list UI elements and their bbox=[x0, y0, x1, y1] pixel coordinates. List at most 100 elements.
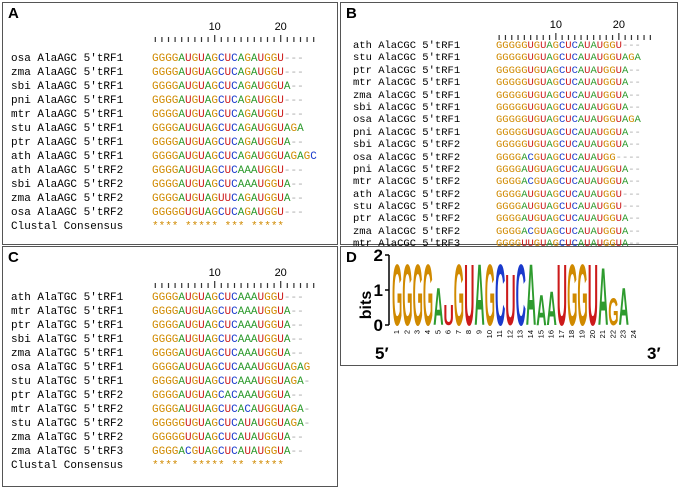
ruler-tick-label: 10 bbox=[209, 21, 221, 33]
position-label: 14 bbox=[526, 330, 535, 338]
sequence-name: ath AlaTGC 5'tRF1 bbox=[11, 292, 124, 304]
position-label: 24 bbox=[629, 330, 638, 338]
alignment-row: mtr AlaCGC 5'tRF3 GGGGUUGUAGCUCAUAUGGUA-- bbox=[353, 238, 641, 250]
sequence-name: ath AlaAGC 5'tRF2 bbox=[11, 165, 124, 177]
ruler-tick-label: 20 bbox=[275, 21, 287, 33]
alignment-row: zma AlaTGC 5'tRF1 GGGGAUGUAGCUCAAAUGGUA-- bbox=[11, 347, 310, 361]
alignment-row: stu AlaAGC 5'tRF1 GGGGAUGUAGCUCAGAUGGUAGA bbox=[11, 122, 317, 136]
sequence-residues: GGGGAUGUAGCUCAUAUGGU--- bbox=[496, 188, 641, 201]
alignment-row: ath AlaAGC 5'tRF2 GGGGAUGUAGCUCAAAUGGU--- bbox=[11, 164, 317, 178]
sequence-name: mtr AlaCGC 5'tRF2 bbox=[353, 176, 461, 189]
alignment-row: ath AlaCGC 5'tRF1 GGGGGUGUAGCUCAUAUGGU--- bbox=[353, 40, 641, 52]
sequence-residues: GGGGACGUAGCUCAUAUGGUA-- bbox=[496, 176, 641, 189]
sequence-residues: GGGGAUGUAGCUCAGAUGGUAGA bbox=[152, 123, 304, 135]
position-label: 17 bbox=[557, 330, 566, 338]
sequence-name: osa AlaCGC 5'tRF2 bbox=[353, 151, 461, 164]
panel-label: B bbox=[346, 5, 357, 22]
sequence-residues: GGGGGUGUAGCUCAUAUGGUA-- bbox=[152, 432, 304, 444]
sequence-residues: GGGGUUGUAGCUCAUAUGGUA-- bbox=[496, 238, 641, 251]
position-label: 13 bbox=[516, 330, 525, 338]
sequence-name: zma AlaTGC 5'tRF1 bbox=[11, 348, 124, 360]
alignment-row: stu AlaCGC 5'tRF1 GGGGGUGUAGCUCAUAUGGUAGA bbox=[353, 52, 641, 64]
sequence-name: zma AlaCGC 5'tRF1 bbox=[353, 89, 461, 102]
alignment-row: mtr AlaCGC 5'tRF1 GGGGGUGUAGCUCAUAUGGUA-- bbox=[353, 77, 641, 89]
alignment-row: zma AlaTGC 5'tRF2 GGGGGUGUAGCUCAUAUGGUA-- bbox=[11, 431, 310, 445]
sequence-name: stu AlaAGC 5'tRF1 bbox=[11, 123, 124, 135]
alignment-row: zma AlaCGC 5'tRF2 GGGGACGUAGCUCAUAUGGUA-- bbox=[353, 226, 641, 238]
sequence-name: sbi AlaTGC 5'tRF1 bbox=[11, 334, 124, 346]
sequence-residues: GGGGACGUAGCUCAUAUGGUA-- bbox=[496, 225, 641, 238]
sequence-name: osa AlaTGC 5'tRF1 bbox=[11, 362, 124, 374]
panel-label: C bbox=[8, 249, 19, 266]
position-label: 3 bbox=[413, 330, 422, 334]
sequence-residues: GGGGAUGUAGCUCAAAUGGU--- bbox=[152, 165, 304, 177]
position-label: 9 bbox=[475, 330, 484, 334]
logo-letter: U bbox=[464, 248, 474, 344]
ruler-tick-label: 10 bbox=[209, 267, 221, 279]
alignment-row: stu AlaTGC 5'tRF2 GGGGGUGUAGCUCAUAUGGUAGA… bbox=[11, 417, 310, 431]
sequence-residues: GGGGAUGUAGCUCAAAUGGU--- bbox=[152, 292, 304, 304]
logo-letter: U bbox=[588, 248, 598, 344]
position-label: 10 bbox=[485, 330, 494, 338]
position-label: 7 bbox=[454, 330, 463, 334]
panel-b: B 10 20 ath AlaCGC 5'tRF1 GGGGGUGUAGCUCAUA… bbox=[340, 2, 678, 263]
alignment-row: sbi AlaAGC 5'tRF2 GGGGAUGUAGCUCAAAUGGUA-- bbox=[11, 178, 317, 192]
sequence-residues: GGGGGUGUAGCUCAUAUGGUAGA bbox=[496, 114, 641, 127]
position-label: 8 bbox=[464, 330, 473, 334]
alignment-row: mtr AlaAGC 5'tRF1 GGGGAUGUAGCUCAGAUGGU--- bbox=[11, 108, 317, 122]
sequence-residues: GGGGAUGUAGCUCAAAUGGUA-- bbox=[152, 320, 304, 332]
sequence-name: zma AlaTGC 5'tRF3 bbox=[11, 446, 124, 458]
sequence-residues: GGGGAUGUAGCUCAGAUGGU--- bbox=[152, 95, 304, 107]
logo-letter: U bbox=[505, 261, 515, 341]
sequence-residues: GGGGGUGUAGCUCAUAUGGUA-- bbox=[496, 126, 641, 139]
sequence-residues: GGGGGUGUAGCUCAUAUGGUA-- bbox=[496, 77, 641, 90]
sequence-residues: GGGGACGUAGCUCAUAUGG---- bbox=[496, 151, 641, 164]
sequence-residues: GGGGAUGUAGCUCAAAUGGUA-- bbox=[152, 348, 304, 360]
ruler-tick-label: 20 bbox=[613, 19, 625, 31]
sequence-name: sbi AlaCGC 5'tRF1 bbox=[353, 101, 461, 114]
sequence-residues: GGGGAUGUAGCUCAGAUGGU--- bbox=[152, 53, 304, 65]
alignment-row: zma AlaAGC 5'tRF1 GGGGAUGUAGCUCAGAUGGU--- bbox=[11, 66, 317, 80]
alignment-row: stu AlaTGC 5'tRF1 GGGGAUGUAGCUCAAAUGGUAGA… bbox=[11, 375, 310, 389]
sequence-name: mtr AlaTGC 5'tRF2 bbox=[11, 404, 124, 416]
alignment-row: osa AlaAGC 5'tRF2 GGGGGUGUAGCUCAGAUGGU--- bbox=[11, 206, 317, 220]
logo-letter: A bbox=[536, 286, 546, 334]
alignment-row: osa AlaCGC 5'tRF1 GGGGGUGUAGCUCAUAUGGUAGA bbox=[353, 114, 641, 126]
alignment-row: osa AlaAGC 5'tRF1 GGGGAUGUAGCUCAGAUGGU--- bbox=[11, 52, 317, 66]
position-label: 16 bbox=[547, 330, 556, 338]
alignment-row: sbi AlaTGC 5'tRF1 GGGGAUGUAGCUCAAAUGGUA-- bbox=[11, 333, 310, 347]
consensus-row: Clustal Consensus **** ***** ** ***** bbox=[11, 459, 310, 473]
alignment-row: mtr AlaTGC 5'tRF1 GGGGAUGUAGCUCAAAUGGUA-- bbox=[11, 305, 310, 319]
logo-letter: G bbox=[577, 248, 587, 344]
sequence-residues: GGGGGUGUAGCUCAUAUGGUA-- bbox=[496, 89, 641, 102]
logo-letter: C bbox=[516, 248, 526, 344]
sequence-name: sbi AlaAGC 5'tRF1 bbox=[11, 81, 124, 93]
sequence-residues: GGGGAUGUAGCUCAGAUGGU--- bbox=[152, 67, 304, 79]
alignment-row: pni AlaAGC 5'tRF1 GGGGAUGUAGCUCAGAUGGU--- bbox=[11, 94, 317, 108]
logo-letter: A bbox=[547, 282, 557, 336]
sequence-residues: GGGGAUGUAGCUCAGAUGGU--- bbox=[152, 109, 304, 121]
logo-letter: G bbox=[608, 292, 618, 334]
alignment-row: sbi AlaCGC 5'tRF1 GGGGGUGUAGCUCAUAUGGUA-- bbox=[353, 102, 641, 114]
y-tick-label: 1 bbox=[374, 281, 383, 300]
sequence-name: stu AlaTGC 5'tRF2 bbox=[11, 418, 124, 430]
sequence-name: pni AlaCGC 5'tRF1 bbox=[353, 126, 461, 139]
alignment-row: ptr AlaAGC 5'tRF1 GGGGAUGUAGCUCAGAUGGUA-- bbox=[11, 136, 317, 150]
sequence-name: stu AlaTGC 5'tRF1 bbox=[11, 376, 124, 388]
position-label: 5 bbox=[433, 330, 442, 334]
panel-c: C 10 20 ath AlaTGC 5'tRF1 GGGGAUGUAGCUCAAA… bbox=[2, 246, 338, 487]
sequence-residues: GGGGAUGUAGCUCAUAUGGUA-- bbox=[496, 163, 641, 176]
sequence-residues: GGGGAUGUAGCUCAGAUGGUA-- bbox=[152, 137, 304, 149]
position-label: 6 bbox=[444, 330, 453, 334]
ruler-tick-label: 20 bbox=[275, 267, 287, 279]
sequence-name: osa AlaCGC 5'tRF1 bbox=[353, 114, 461, 127]
sequence-name: ptr AlaCGC 5'tRF2 bbox=[353, 213, 461, 226]
logo-letter: G bbox=[454, 248, 464, 344]
alignment-row: stu AlaCGC 5'tRF2 GGGGAUGUAGCUCAUAUGGU--- bbox=[353, 201, 641, 213]
alignment-row: pni AlaCGC 5'tRF1 GGGGGUGUAGCUCAUAUGGUA-- bbox=[353, 127, 641, 139]
alignment-row: zma AlaAGC 5'tRF2 GGGGAUGUAGUUCAGAUGGUA-- bbox=[11, 192, 317, 206]
consensus-row: Clustal Consensus **** ***** *** ***** bbox=[11, 220, 317, 234]
sequence-residues: GGGGGUGUAGCUCAUAUGGUAGA bbox=[496, 52, 641, 65]
logo-letter: G bbox=[485, 248, 495, 344]
alignment-row: ath AlaTGC 5'tRF1 GGGGAUGUAGCUCAAAUGGU--- bbox=[11, 291, 310, 305]
